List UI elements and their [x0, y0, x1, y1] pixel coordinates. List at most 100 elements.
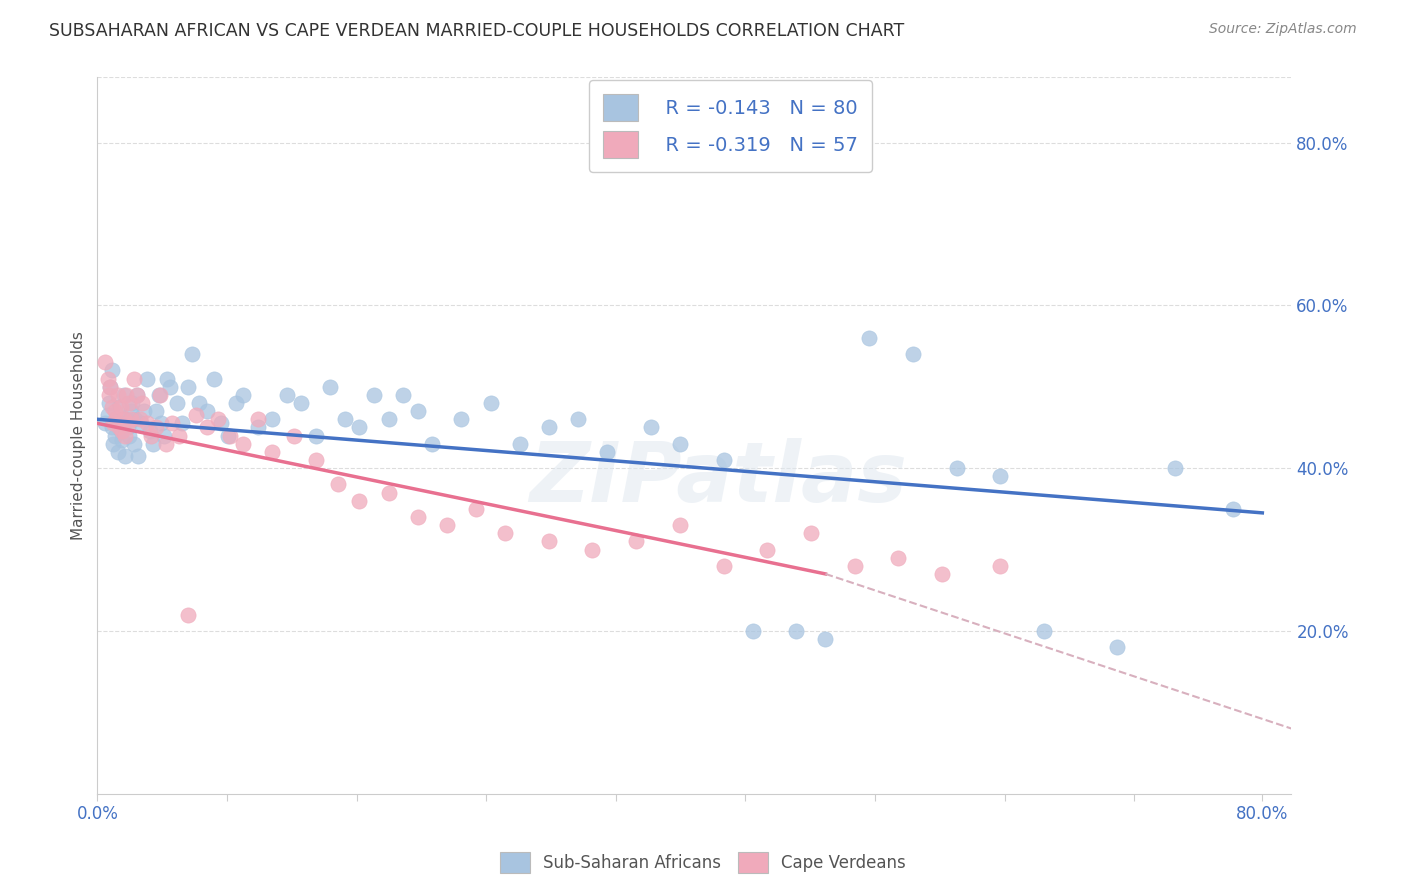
Point — [349, 420, 371, 434]
Point — [110, 400, 132, 414]
Point — [118, 396, 141, 410]
Point — [581, 542, 603, 557]
Point — [225, 396, 247, 410]
Point — [800, 526, 823, 541]
Point — [988, 469, 1011, 483]
Point — [112, 388, 135, 402]
Point — [246, 420, 269, 434]
Point — [814, 632, 837, 646]
Point — [108, 420, 131, 434]
Point — [124, 412, 146, 426]
Point — [756, 542, 779, 557]
Point — [104, 404, 127, 418]
Point — [120, 412, 142, 426]
Point — [218, 428, 240, 442]
Point — [160, 417, 183, 431]
Point — [901, 347, 924, 361]
Point — [290, 396, 312, 410]
Point — [149, 388, 172, 402]
Point — [1222, 501, 1244, 516]
Point — [103, 436, 125, 450]
Point — [148, 388, 170, 402]
Point — [135, 371, 157, 385]
Point — [100, 380, 122, 394]
Point — [145, 404, 167, 418]
Point — [283, 428, 305, 442]
Point — [349, 493, 371, 508]
Point — [108, 400, 131, 414]
Point — [509, 436, 531, 450]
Point — [107, 388, 129, 402]
Point — [101, 363, 124, 377]
Point — [377, 412, 399, 426]
Point — [117, 417, 139, 431]
Point — [377, 485, 399, 500]
Text: Source: ZipAtlas.com: Source: ZipAtlas.com — [1209, 22, 1357, 37]
Point — [128, 412, 150, 426]
Point — [392, 388, 415, 402]
Point — [105, 412, 128, 426]
Point — [640, 420, 662, 434]
Point — [465, 501, 488, 516]
Point — [887, 550, 910, 565]
Point — [156, 371, 179, 385]
Point — [96, 408, 118, 422]
Point — [624, 534, 647, 549]
Point — [142, 436, 165, 450]
Point — [155, 436, 177, 450]
Point — [166, 396, 188, 410]
Point — [363, 388, 385, 402]
Point — [112, 417, 135, 431]
Point — [170, 417, 193, 431]
Point — [450, 412, 472, 426]
Point — [713, 558, 735, 573]
Point — [125, 388, 148, 402]
Point — [988, 558, 1011, 573]
Point — [537, 534, 560, 549]
Point — [131, 396, 153, 410]
Point — [98, 396, 121, 410]
Point — [945, 461, 967, 475]
Point — [118, 428, 141, 442]
Point — [669, 436, 692, 450]
Point — [669, 518, 692, 533]
Point — [713, 453, 735, 467]
Point — [262, 445, 284, 459]
Point — [188, 396, 211, 410]
Point — [420, 436, 443, 450]
Point — [209, 417, 232, 431]
Point — [202, 371, 225, 385]
Point — [122, 436, 145, 450]
Point — [195, 420, 218, 434]
Point — [104, 428, 127, 442]
Point — [217, 428, 239, 442]
Y-axis label: Married-couple Households: Married-couple Households — [72, 331, 86, 540]
Point — [567, 412, 589, 426]
Point — [107, 445, 129, 459]
Point — [207, 412, 229, 426]
Point — [127, 449, 149, 463]
Point — [232, 436, 254, 450]
Point — [98, 388, 121, 402]
Point — [93, 417, 115, 431]
Point — [135, 417, 157, 431]
Point — [844, 558, 866, 573]
Point — [111, 425, 134, 439]
Point — [115, 412, 138, 426]
Point — [121, 396, 143, 410]
Point — [1105, 640, 1128, 655]
Point — [101, 400, 124, 414]
Point — [110, 425, 132, 439]
Point — [232, 388, 254, 402]
Point — [276, 388, 298, 402]
Point — [132, 404, 155, 418]
Point — [145, 420, 167, 434]
Point — [105, 412, 128, 426]
Point — [1164, 461, 1187, 475]
Point — [305, 453, 328, 467]
Point — [114, 428, 136, 442]
Point — [436, 518, 458, 533]
Point — [100, 380, 122, 394]
Point — [596, 445, 619, 459]
Point — [406, 510, 429, 524]
